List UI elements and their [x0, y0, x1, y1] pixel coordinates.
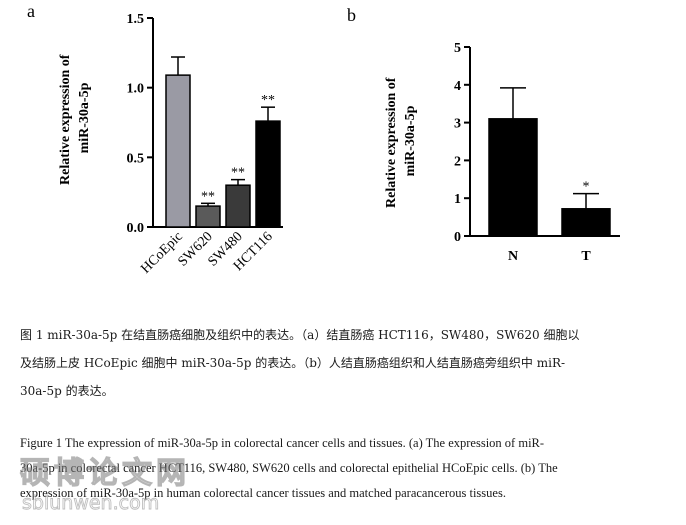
panel-a-y-axis-title: Relative expression of miR-30a-5p: [58, 51, 92, 185]
panel-b-category-label: T: [581, 249, 591, 264]
panel-a-bar-sw620: [195, 205, 221, 228]
panel-a-significance-label: **: [201, 189, 215, 204]
panel-a-significance-label: **: [261, 93, 275, 108]
panel-b-y-tick-label: 5: [454, 41, 461, 56]
panel-a-chart: a Relative expression of miR-30a-5p 0.0 0…: [27, 1, 283, 277]
panel-a-y-tick-label: 1.0: [127, 82, 145, 97]
panel-a-y-axis-title-line1: Relative expression of: [58, 54, 73, 185]
caption-chinese: 图 1 miR-30a-5p 在结直肠癌细胞及组织中的表达。（a）结直肠癌 HC…: [20, 321, 665, 405]
panel-b-y-tick-label: 0: [454, 230, 461, 245]
panel-b-y-axis-title-line1: Relative expression of: [384, 77, 399, 208]
panel-a-category-label: HCoEpic: [138, 229, 185, 276]
panel-b-chart: b Relative expression of miR-30a-5p 0 1 2 3…: [347, 5, 620, 264]
watermark-logo: 硕博论文网 sblunwen.com: [19, 455, 190, 514]
panel-b-y-axis-title-line2: miR-30a-5p: [403, 105, 418, 176]
panel-a-y-tick-label: 1.5: [127, 12, 145, 27]
panel-b-significance-label: *: [583, 180, 590, 195]
caption-chinese-line-3: 30a-5p 的表达。: [20, 384, 114, 398]
panel-a-bar-hcoepic: [165, 74, 191, 228]
panel-b-y-tick-label: 2: [454, 154, 461, 169]
panel-b-y-axis-title: Relative expression of miR-30a-5p: [384, 74, 418, 208]
panel-b-bar-n: [488, 118, 538, 237]
caption-english-line-3: expression of miR-30a-5p in human colore…: [20, 486, 506, 500]
caption-english: Figure 1 The expression of miR-30a-5p in…: [20, 431, 665, 506]
panel-b-y-tick-label: 1: [454, 192, 461, 207]
panel-b-category-label: N: [508, 249, 518, 264]
panel-a-y-tick-label: 0.5: [127, 151, 145, 166]
panel-a-y-tick-label: 0.0: [127, 221, 145, 236]
watermark-cn-text: 硕博论文网: [20, 456, 190, 491]
panel-a-y-axis-title-line2: miR-30a-5p: [77, 82, 92, 153]
panel-b-bar-t: [561, 208, 611, 237]
watermark-url-text: sblunwen.com: [22, 492, 159, 514]
caption-chinese-line-1: 图 1 miR-30a-5p 在结直肠癌细胞及组织中的表达。（a）结直肠癌 HC…: [20, 328, 580, 342]
caption-chinese-line-2: 及结肠上皮 HCoEpic 细胞中 miR-30a-5p 的表达。（b）人结直肠…: [20, 356, 566, 370]
panel-b-y-tick-label: 4: [454, 79, 461, 94]
caption-english-line-2: 30a-5p in colorectal cancer HCT116, SW48…: [20, 461, 558, 475]
panel-a-bar-hct116: [255, 120, 281, 228]
panel-b-letter: b: [347, 5, 356, 25]
figure: a Relative expression of miR-30a-5p 0.0 0…: [27, 1, 620, 277]
caption-english-line-1: Figure 1 The expression of miR-30a-5p in…: [20, 436, 545, 450]
panel-a-significance-label: **: [231, 166, 245, 181]
panel-b-y-tick-label: 3: [454, 117, 461, 132]
panel-a-letter: a: [27, 1, 35, 21]
panel-a-bar-sw480: [225, 184, 251, 228]
